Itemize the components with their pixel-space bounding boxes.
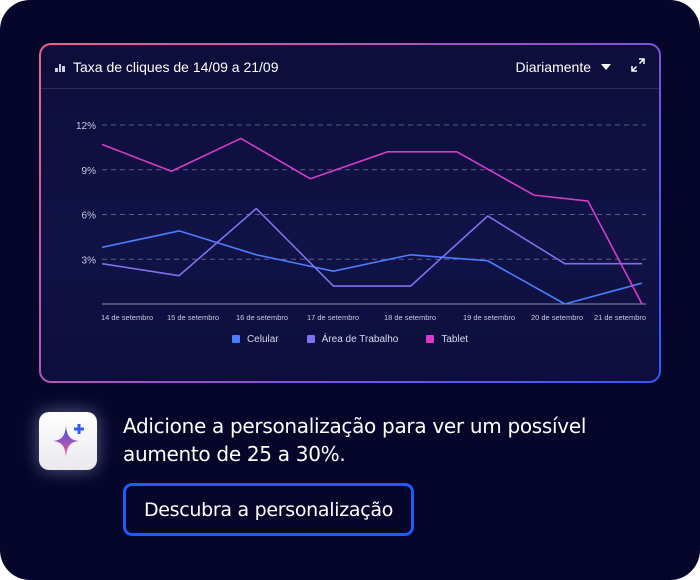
legend-label: Celular	[246, 334, 279, 345]
y-tick-label: 6%	[82, 211, 97, 222]
x-tick-label: 20 de setembro	[531, 313, 583, 322]
legend-item: Área de Trabalho	[306, 334, 399, 345]
x-tick-label: 21 de setembro	[594, 313, 646, 322]
legend-label: Tablet	[441, 334, 469, 345]
x-tick-label: 17 de setembro	[307, 313, 359, 322]
y-tick-label: 3%	[82, 255, 97, 266]
expand-icon[interactable]	[631, 58, 645, 75]
period-dropdown[interactable]: Diariamente	[516, 59, 611, 75]
series-line--rea-de-trabalho	[101, 207, 642, 287]
promo-message-line1: Adicione a personalização para ver um po…	[123, 414, 587, 438]
series-line-tablet	[101, 137, 643, 305]
y-tick-label: 9%	[82, 166, 97, 177]
x-tick-label: 19 de setembro	[463, 313, 515, 322]
discover-personalization-button[interactable]: Descubra a personalização	[123, 483, 414, 536]
chart-header: Taxa de cliques de 14/09 a 21/09 Diariam…	[41, 45, 659, 89]
period-dropdown-value: Diariamente	[515, 58, 591, 75]
x-tick-label: 15 de setembro	[167, 313, 219, 322]
x-tick-label: 18 de setembro	[384, 313, 436, 322]
chart-card: Taxa de cliques de 14/09 a 21/09 Diariam…	[39, 43, 661, 383]
legend-item: Celular	[231, 334, 279, 345]
sparkle-icon	[39, 412, 97, 470]
promo-message: Adicione a personalização para ver um po…	[123, 412, 586, 468]
legend-item: Tablet	[426, 334, 468, 345]
series-line-celular	[101, 230, 643, 305]
x-tick-label: 16 de setembro	[236, 313, 288, 322]
y-tick-label: 12%	[76, 121, 96, 132]
chart-title: Taxa de cliques de 14/09 a 21/09	[73, 58, 279, 75]
promo-message-line2: aumento de 25 a 30%.	[123, 442, 346, 466]
legend-label: Área de Trabalho	[321, 334, 399, 345]
bar-chart-icon	[55, 62, 65, 72]
line-chart: 3% 6% 9% 12% 14 de setembro 15 de setembro 16 …	[76, 121, 646, 322]
legend-swatch	[306, 335, 315, 343]
caret-down-icon	[601, 63, 611, 70]
legend-swatch	[426, 335, 435, 343]
x-tick-label: 14 de setembro	[101, 313, 153, 322]
legend-swatch	[231, 335, 240, 343]
chart-legend: Celular Área de Trabalho Tablet	[41, 334, 659, 345]
